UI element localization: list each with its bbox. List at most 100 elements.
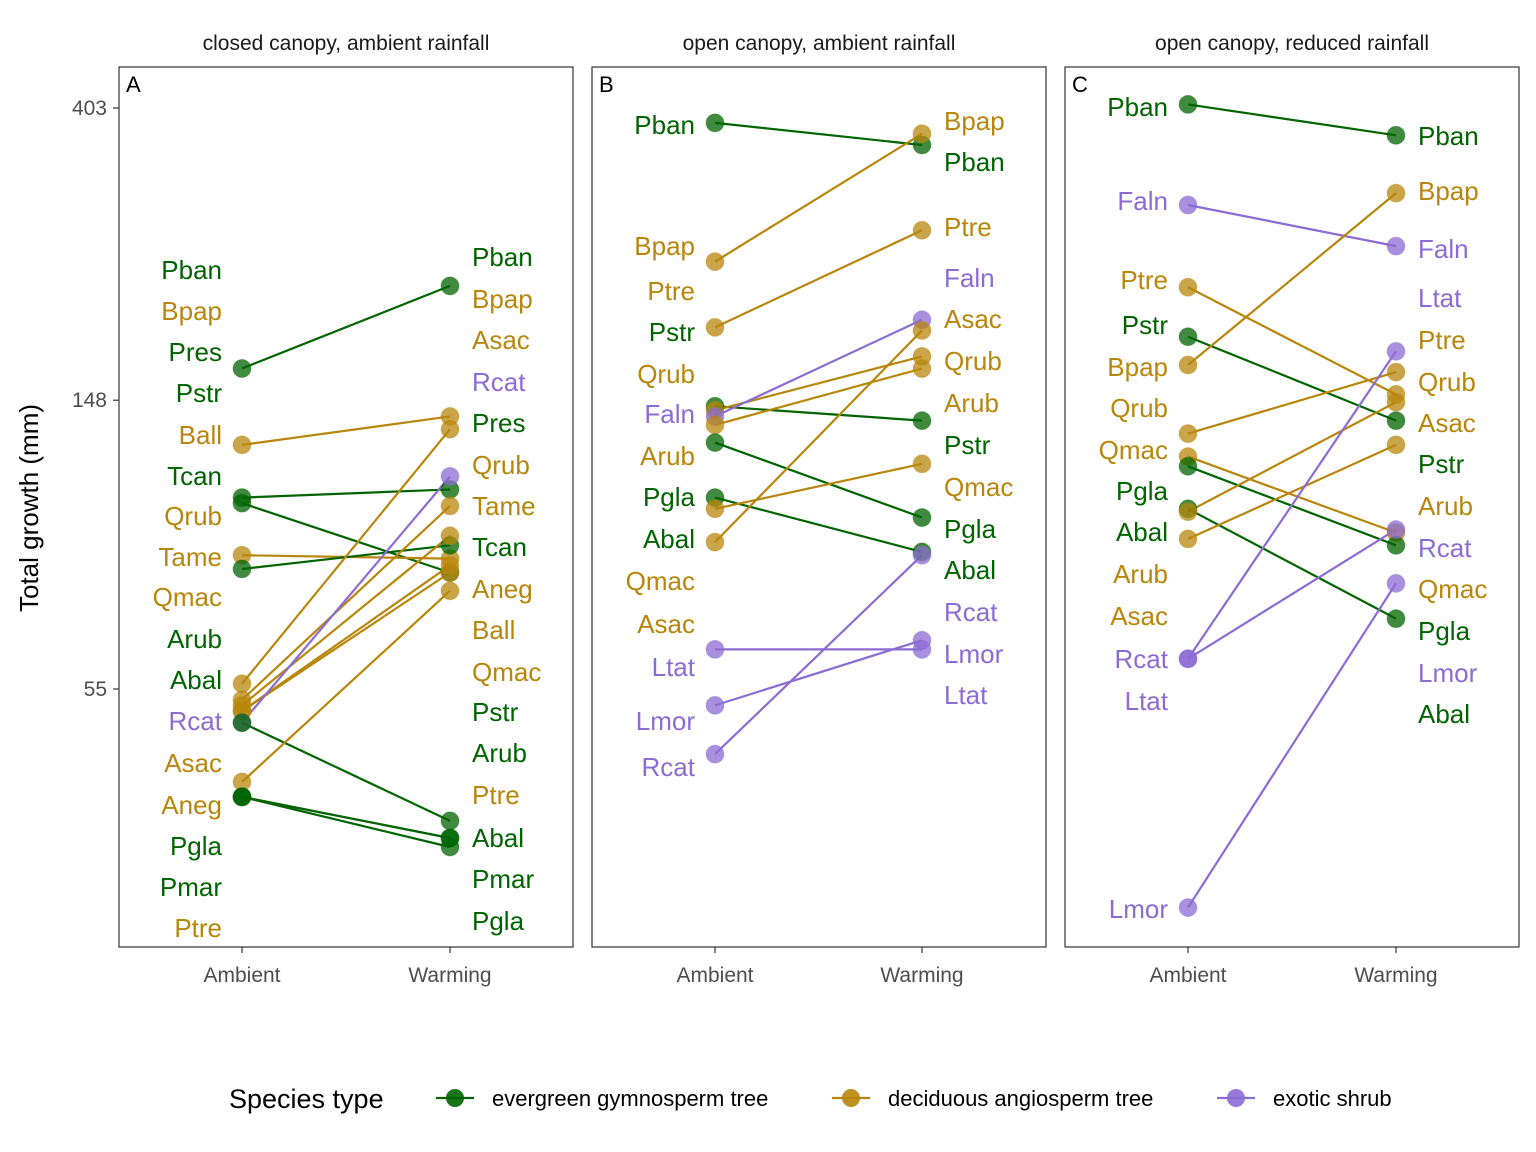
species-label-pmar: Pmar (160, 872, 222, 902)
species-label-pgla: Pgla (643, 482, 696, 512)
species-label-rcat: Rcat (1418, 533, 1472, 563)
species-label-aneg: Aneg (161, 790, 222, 820)
species-label-abal: Abal (1418, 699, 1470, 729)
species-label-abal: Abal (472, 823, 524, 853)
point-warming-lmor (1386, 573, 1406, 593)
species-label-pban: Pban (472, 242, 533, 272)
legend-dot-icon (1227, 1089, 1245, 1107)
legend-label: evergreen gymnosperm tree (492, 1086, 768, 1111)
point-ambient-qmac (705, 499, 725, 519)
point-ambient-pban (232, 787, 252, 807)
point-warming-asac (440, 419, 460, 439)
species-label-faln: Faln (1418, 234, 1469, 264)
x-tick-label: Warming (408, 964, 491, 987)
species-label-qmac: Qmac (1099, 435, 1168, 465)
panel-c: open canopy, reduced rainfall C Ambient War… (1064, 32, 1520, 987)
point-warming-asac (1386, 435, 1406, 455)
legend: Species type evergreen gymnosperm tree de… (229, 1084, 1392, 1114)
species-label-ltat: Ltat (1125, 686, 1169, 716)
species-label-rcat: Rcat (1115, 644, 1169, 674)
point-ambient-ptre (1178, 277, 1198, 297)
species-label-ball: Ball (179, 420, 222, 450)
legend-dot-icon (446, 1089, 464, 1107)
point-ambient-bpap (1178, 355, 1198, 375)
species-label-faln: Faln (644, 399, 695, 429)
series-line-arub (1187, 401, 1397, 513)
x-tick-label: Ambient (676, 964, 753, 987)
point-ambient-ball (232, 435, 252, 455)
point-ambient-asac (1178, 529, 1198, 549)
species-label-qrub: Qrub (472, 450, 530, 480)
species-label-pban: Pban (944, 147, 1005, 177)
series-line-lmor (1187, 582, 1397, 909)
species-label-bpap: Bpap (472, 284, 533, 314)
series-line-qrub (1187, 455, 1397, 534)
point-warming-asac (912, 320, 932, 340)
y-tick-label: 55 (84, 678, 107, 701)
point-warming-pban (1386, 125, 1406, 145)
species-label-pstr: Pstr (649, 317, 696, 347)
panel-frame (591, 66, 1047, 948)
panel-frame (118, 66, 574, 948)
series-line-ptre (241, 590, 451, 783)
species-label-qrub: Qrub (637, 359, 695, 389)
series-line-pban (714, 121, 923, 147)
species-label-qmac: Qmac (153, 582, 222, 612)
species-label-ptre: Ptre (647, 276, 695, 306)
species-label-tame: Tame (158, 542, 222, 572)
panel-b: open canopy, ambient rainfall B Ambient War… (591, 32, 1047, 987)
species-label-arub: Arub (472, 738, 527, 768)
point-warming-arub (1386, 392, 1406, 412)
species-label-abal: Abal (170, 665, 222, 695)
series-line-pstr (714, 405, 923, 422)
species-label-pstr: Pstr (176, 378, 223, 408)
point-warming-tame (440, 526, 460, 546)
point-ambient-pstr (1178, 327, 1198, 347)
species-label-pban: Pban (1107, 92, 1168, 122)
series-line-abal (241, 721, 451, 822)
series-line-qmac (714, 462, 923, 510)
species-label-asac: Asac (1418, 408, 1476, 438)
series-line-asac (714, 329, 923, 543)
species-label-ptre: Ptre (1120, 265, 1168, 295)
legend-item-evergreen: evergreen gymnosperm tree (436, 1086, 768, 1111)
species-label-lmor: Lmor (1418, 658, 1478, 688)
species-label-pgla: Pgla (944, 514, 997, 544)
species-label-ltat: Ltat (944, 680, 988, 710)
species-label-pstr: Pstr (944, 430, 991, 460)
species-label-pres: Pres (169, 337, 222, 367)
species-label-pgla: Pgla (170, 831, 223, 861)
species-label-pstr: Pstr (1122, 310, 1169, 340)
legend-item-deciduous: deciduous angiosperm tree (832, 1086, 1153, 1111)
species-label-qrub: Qrub (1418, 367, 1476, 397)
series-line-tame (241, 534, 451, 707)
species-label-lmor: Lmor (944, 639, 1004, 669)
point-warming-rcat (1386, 520, 1406, 540)
x-tick-label: Ambient (203, 964, 280, 987)
point-ambient-ltat (1178, 649, 1198, 669)
species-label-ptre: Ptre (174, 913, 222, 943)
species-label-arub: Arub (167, 624, 222, 654)
point-ambient-bpap (705, 252, 725, 272)
series-line-abal (1187, 507, 1397, 620)
species-label-qrub: Qrub (164, 501, 222, 531)
y-axis-title: Total growth (mm) (14, 404, 44, 612)
series-line-qrub (241, 505, 451, 701)
panels: closed canopy, ambient rainfall A Ambient W… (118, 32, 1520, 987)
point-ambient-pstr (232, 493, 252, 513)
point-ambient-pres (232, 359, 252, 379)
point-ambient-ptre (705, 317, 725, 337)
series-line-pres (241, 284, 451, 370)
legend-dot-icon (842, 1089, 860, 1107)
point-ambient-pban (705, 113, 725, 133)
species-label-qmac: Qmac (1418, 574, 1487, 604)
species-label-qrub: Qrub (1110, 393, 1168, 423)
species-label-pban: Pban (161, 255, 222, 285)
species-label-lmor: Lmor (1109, 894, 1169, 924)
species-label-ltat: Ltat (1418, 283, 1462, 313)
point-ambient-arub (1178, 502, 1198, 522)
panel-title: closed canopy, ambient rainfall (203, 32, 490, 55)
point-ambient-faln (1178, 195, 1198, 215)
species-label-rcat: Rcat (642, 752, 696, 782)
species-label-pstr: Pstr (1418, 449, 1465, 479)
